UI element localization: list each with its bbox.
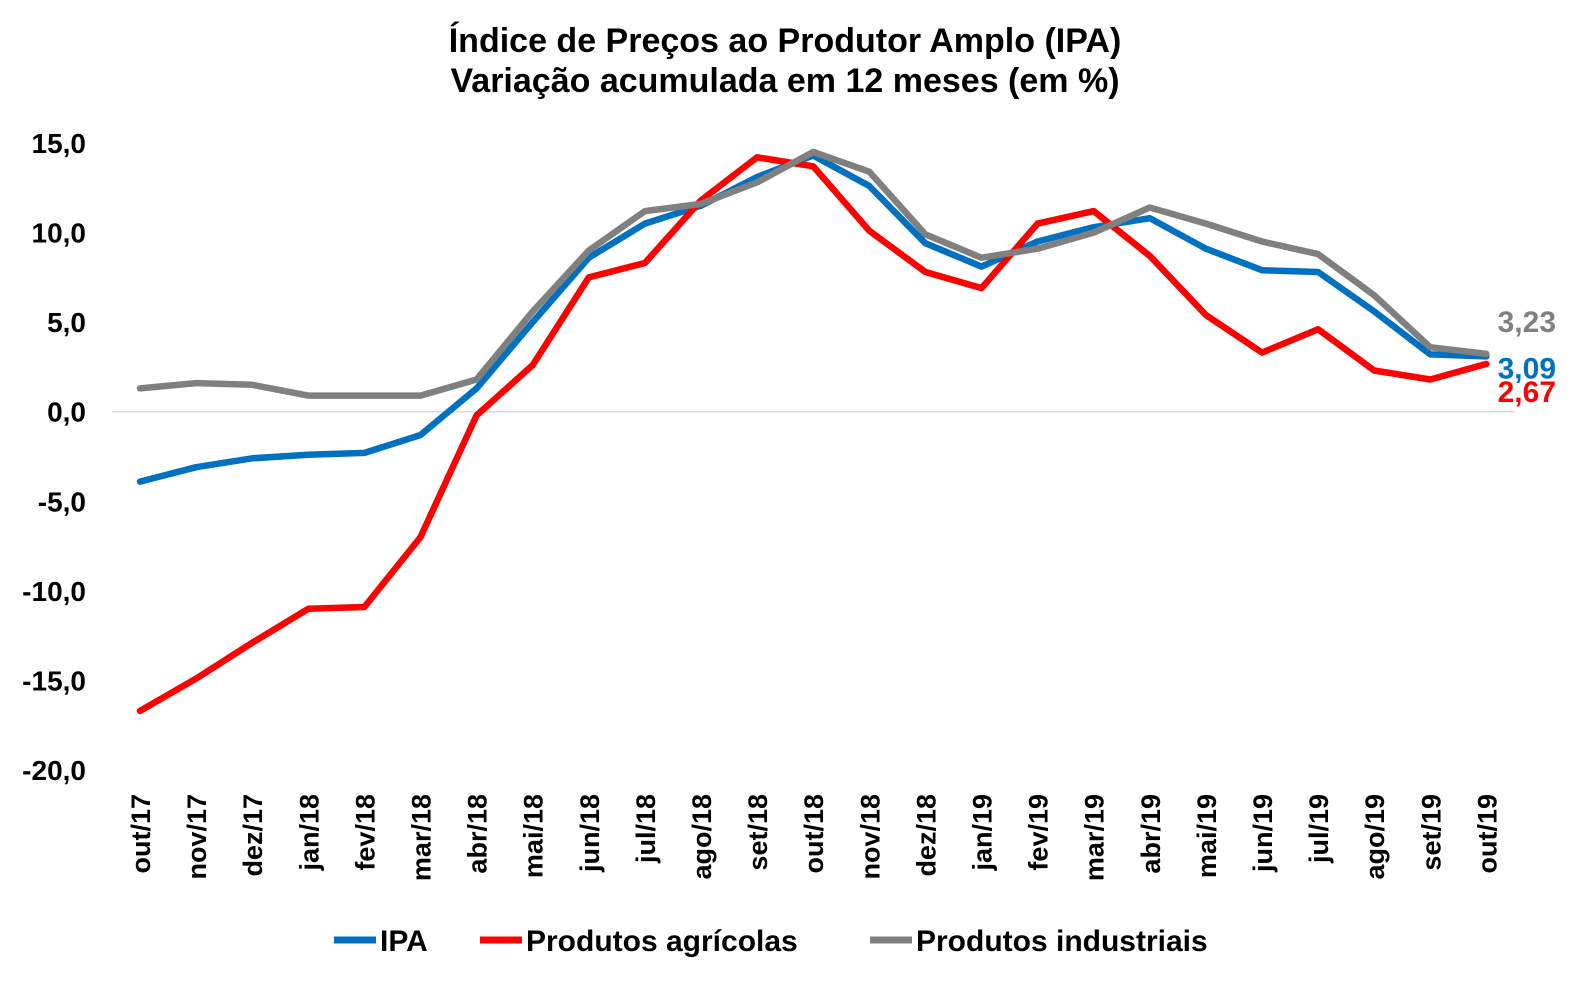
series-line-1 [136, 154, 1490, 715]
x-tick-label: fev/19 [1024, 794, 1054, 871]
y-tick-label: -15,0 [22, 665, 86, 696]
y-axis-ticks: 15,0 10,0 5,0 0,0 -5,0 -10,0 -15,0 -20,0 [22, 128, 86, 786]
legend-label-1: Produtos agrícolas [526, 925, 798, 958]
end-label-2: 3,23 [1498, 306, 1556, 339]
chart-subtitle: Variação acumulada em 12 meses (em %) [450, 62, 1119, 100]
end-label-0: 3,09 [1498, 352, 1556, 385]
x-tick-label: dez/17 [238, 794, 268, 877]
x-tick-label: jan/19 [968, 794, 998, 872]
y-tick-label: 0,0 [47, 397, 86, 428]
x-tick-label: out/17 [126, 794, 156, 874]
x-tick-label: set/19 [1416, 794, 1446, 871]
x-tick-label: ago/19 [1360, 794, 1390, 880]
end-labels: 3,092,67 3,23 [1498, 306, 1556, 409]
series-line-2 [136, 148, 1490, 399]
legend-label-2: Produtos industriais [916, 925, 1208, 958]
x-tick-label: nov/18 [855, 794, 885, 880]
series-lines [136, 148, 1490, 715]
x-tick-label: dez/18 [911, 794, 941, 877]
x-tick-label: abr/19 [1136, 794, 1166, 874]
legend: IPA Produtos agrícolas Produtos industriai… [334, 925, 1208, 958]
series-line-0 [136, 152, 1490, 485]
x-tick-label: ago/18 [687, 794, 717, 880]
x-tick-label: mai/18 [519, 794, 549, 878]
y-tick-label: -20,0 [22, 755, 86, 786]
x-tick-label: jul/19 [1304, 794, 1334, 864]
x-tick-label: set/18 [743, 794, 773, 871]
x-tick-label: fev/18 [350, 794, 380, 871]
y-tick-label: -10,0 [22, 576, 86, 607]
x-axis-ticks: out/17 nov/17 dez/17 jan/18 fev/18 mar/18 abr/… [126, 794, 1502, 881]
legend-label-0: IPA [380, 925, 428, 958]
x-tick-label: out/18 [799, 794, 829, 874]
x-tick-label: abr/18 [463, 794, 493, 874]
x-tick-label: jul/18 [631, 794, 661, 864]
x-tick-label: mai/19 [1192, 794, 1222, 878]
x-tick-label: jun/18 [575, 794, 605, 873]
x-tick-label: mar/19 [1080, 794, 1110, 881]
x-tick-label: out/19 [1472, 794, 1502, 874]
chart-title: Índice de Preços ao Produtor Amplo (IPA) [449, 22, 1122, 60]
y-tick-label: 10,0 [32, 218, 87, 249]
x-tick-label: jun/19 [1248, 794, 1278, 873]
x-tick-label: jan/18 [294, 794, 324, 872]
y-tick-label: 5,0 [47, 307, 86, 338]
end-label-1: 2,67 [1498, 376, 1556, 409]
x-tick-label: mar/18 [407, 794, 437, 881]
y-tick-label: -5,0 [38, 486, 86, 517]
y-tick-label: 15,0 [32, 128, 87, 159]
x-tick-label: nov/17 [182, 794, 212, 880]
